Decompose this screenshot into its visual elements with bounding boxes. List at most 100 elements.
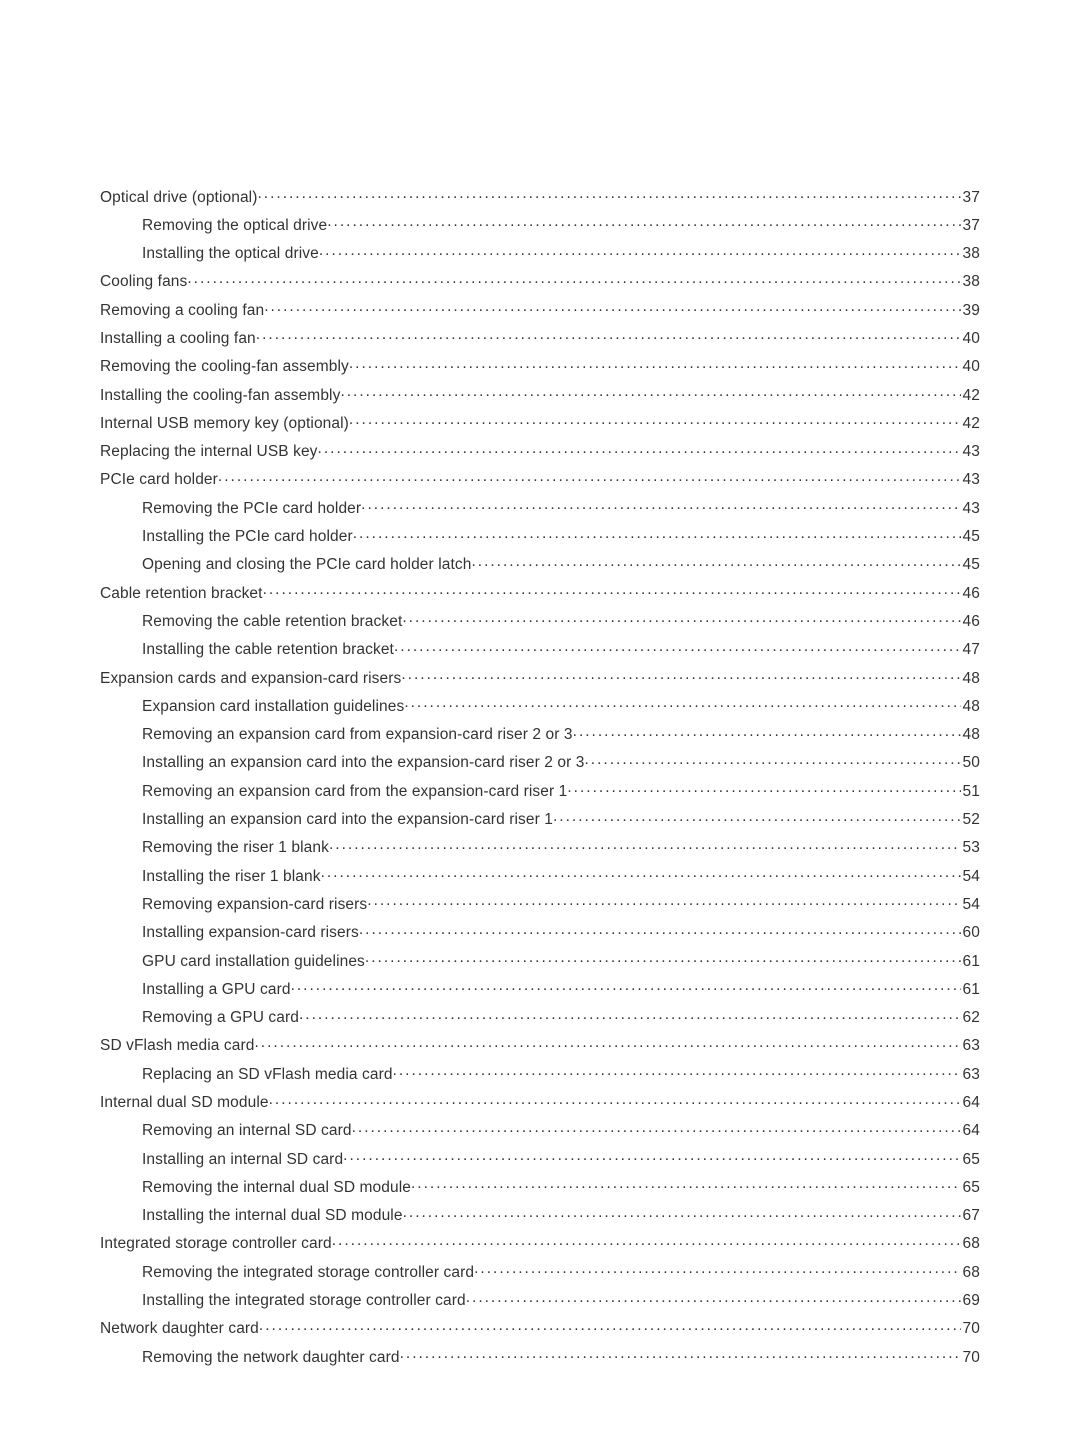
toc-entry-page: 54 <box>961 869 980 885</box>
toc-entry[interactable]: Optical drive (optional)37 <box>100 186 980 205</box>
toc-entry[interactable]: SD vFlash media card63 <box>100 1035 980 1054</box>
toc-entry-page: 70 <box>961 1321 980 1337</box>
toc-entry[interactable]: Installing a cooling fan 40 <box>100 327 980 346</box>
toc-entry-text: Removing the PCIe card holder <box>142 501 361 517</box>
toc-entry[interactable]: Removing the cooling-fan assembly 40 <box>100 356 980 375</box>
toc-entry[interactable]: Installing a GPU card61 <box>100 978 980 997</box>
toc-entry[interactable]: Installing an internal SD card65 <box>100 1148 980 1167</box>
toc-entry-text: Integrated storage controller card <box>100 1236 332 1252</box>
toc-entry[interactable]: Removing the optical drive37 <box>100 214 980 233</box>
toc-entry[interactable]: Internal dual SD module64 <box>100 1092 980 1111</box>
toc-entry[interactable]: Installing the internal dual SD module 6… <box>100 1205 980 1224</box>
toc-entry[interactable]: Internal USB memory key (optional)42 <box>100 412 980 431</box>
toc-entry[interactable]: Installing the optical drive38 <box>100 243 980 262</box>
toc-leader-dots <box>474 1261 960 1277</box>
toc-entry-text: Installing a cooling fan <box>100 331 256 347</box>
toc-entry-page: 43 <box>961 472 980 488</box>
toc-entry[interactable]: Removing a cooling fan39 <box>100 299 980 318</box>
toc-entry[interactable]: Installing the riser 1 blank54 <box>100 865 980 884</box>
toc-entry[interactable]: Installing an expansion card into the ex… <box>100 809 980 828</box>
toc-entry[interactable]: Cooling fans38 <box>100 271 980 290</box>
toc-entry-page: 61 <box>961 982 980 998</box>
toc-entry[interactable]: Installing an expansion card into the ex… <box>100 752 980 771</box>
toc-leader-dots <box>361 497 960 513</box>
toc-entry[interactable]: PCIe card holder 43 <box>100 469 980 488</box>
toc-leader-dots <box>329 837 961 853</box>
toc-entry[interactable]: Installing the cooling-fan assembly 42 <box>100 384 980 403</box>
toc-leader-dots <box>393 1063 961 1079</box>
toc-entry[interactable]: Opening and closing the PCIe card holder… <box>100 554 980 573</box>
toc-entry[interactable]: Removing an internal SD card64 <box>100 1120 980 1139</box>
toc-leader-dots <box>353 526 961 542</box>
toc-entry-page: 48 <box>961 671 980 687</box>
toc-entry[interactable]: Installing the cable retention bracket47 <box>100 639 980 658</box>
toc-leader-dots <box>553 809 961 825</box>
toc-entry-page: 63 <box>961 1067 980 1083</box>
toc-entry-page: 53 <box>961 840 980 856</box>
toc-entry[interactable]: Removing the PCIe card holder43 <box>100 497 980 516</box>
toc-entry-page: 65 <box>961 1152 980 1168</box>
toc-entry[interactable]: Removing the cable retention bracket46 <box>100 610 980 629</box>
toc-entry[interactable]: Installing expansion-card risers60 <box>100 922 980 941</box>
toc-entry-text: Installing the cooling-fan assembly <box>100 388 340 404</box>
toc-entry-page: 37 <box>961 190 980 206</box>
toc-entry-text: Expansion card installation guidelines <box>142 699 404 715</box>
toc-entry[interactable]: Installing the integrated storage contro… <box>100 1290 980 1309</box>
toc-entry[interactable]: Integrated storage controller card68 <box>100 1233 980 1252</box>
toc-entry[interactable]: Removing expansion-card risers54 <box>100 893 980 912</box>
toc-entry-text: Removing the internal dual SD module <box>142 1180 411 1196</box>
toc-entry-page: 69 <box>961 1293 980 1309</box>
toc-entry[interactable]: Expansion cards and expansion-card riser… <box>100 667 980 686</box>
toc-entry[interactable]: GPU card installation guidelines61 <box>100 950 980 969</box>
toc-entry[interactable]: Removing a GPU card62 <box>100 1007 980 1026</box>
toc-entry[interactable]: Removing an expansion card from the expa… <box>100 780 980 799</box>
toc-leader-dots <box>411 1176 961 1192</box>
toc-entry-text: Installing the internal dual SD module <box>142 1208 403 1224</box>
toc-entry-page: 40 <box>961 359 980 375</box>
toc-entry[interactable]: Removing the internal dual SD module 65 <box>100 1176 980 1195</box>
toc-entry[interactable]: Expansion card installation guidelines 48 <box>100 695 980 714</box>
toc-entry[interactable]: Cable retention bracket46 <box>100 582 980 601</box>
toc-entry-text: Removing expansion-card risers <box>142 897 367 913</box>
toc-entry-text: Removing the riser 1 blank <box>142 840 329 856</box>
toc-entry[interactable]: Removing the riser 1 blank 53 <box>100 837 980 856</box>
toc-leader-dots <box>573 724 961 740</box>
toc-entry-text: SD vFlash media card <box>100 1038 254 1054</box>
toc-entry[interactable]: Replacing the internal USB key43 <box>100 441 980 460</box>
toc-leader-dots <box>256 327 961 343</box>
toc-leader-dots <box>343 1148 960 1164</box>
toc-entry[interactable]: Replacing an SD vFlash media card63 <box>100 1063 980 1082</box>
toc-entry-page: 38 <box>961 274 980 290</box>
toc-entry-text: Removing the cooling-fan assembly <box>100 359 349 375</box>
toc-leader-dots <box>352 1120 961 1136</box>
toc-leader-dots <box>218 469 961 485</box>
toc-entry-page: 67 <box>961 1208 980 1224</box>
toc-entry-text: Network daughter card <box>100 1321 259 1337</box>
toc-entry-text: Removing an internal SD card <box>142 1123 352 1139</box>
toc-entry-page: 40 <box>961 331 980 347</box>
toc-entry-page: 45 <box>961 557 980 573</box>
toc-entry-text: Removing a GPU card <box>142 1010 299 1026</box>
toc-entry-page: 65 <box>961 1180 980 1196</box>
toc-entry-page: 42 <box>961 388 980 404</box>
toc-entry-page: 38 <box>961 246 980 262</box>
toc-leader-dots <box>394 639 961 655</box>
toc-entry[interactable]: Network daughter card 70 <box>100 1318 980 1337</box>
toc-entry-text: Removing an expansion card from the expa… <box>142 784 567 800</box>
toc-entry-page: 39 <box>961 303 980 319</box>
toc-entry-page: 48 <box>961 699 980 715</box>
toc-leader-dots <box>319 243 961 259</box>
toc-entry-text: PCIe card holder <box>100 472 218 488</box>
toc-entry-page: 50 <box>961 755 980 771</box>
toc-entry[interactable]: Removing an expansion card from expansio… <box>100 724 980 743</box>
toc-entry-text: Removing the network daughter card <box>142 1350 400 1366</box>
toc-entry[interactable]: Removing the network daughter card 70 <box>100 1346 980 1365</box>
toc-entry-text: Expansion cards and expansion-card riser… <box>100 671 401 687</box>
toc-entry[interactable]: Installing the PCIe card holder45 <box>100 526 980 545</box>
toc-leader-dots <box>402 610 960 626</box>
toc-entry-page: 42 <box>961 416 980 432</box>
toc-leader-dots <box>365 950 961 966</box>
toc-leader-dots <box>259 1318 961 1334</box>
toc-entry-text: Removing an expansion card from expansio… <box>142 727 573 743</box>
toc-entry[interactable]: Removing the integrated storage controll… <box>100 1261 980 1280</box>
